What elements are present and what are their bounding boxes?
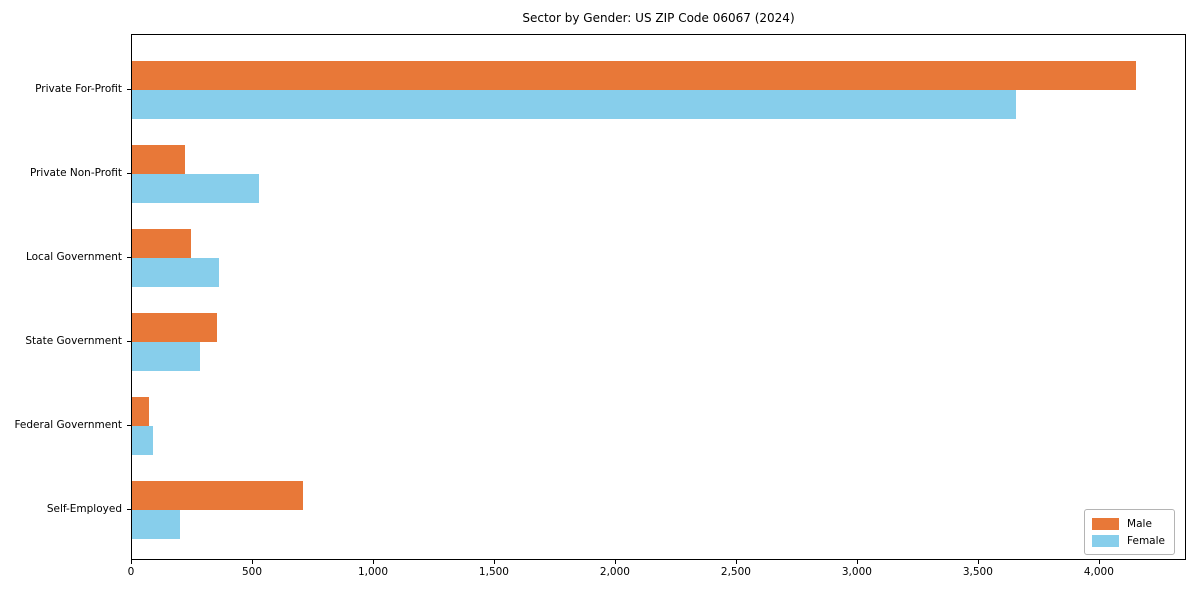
legend-label-male: Male: [1127, 517, 1152, 530]
xtick-label-2000: 2,000: [599, 566, 630, 578]
xtick-mark: [493, 560, 495, 564]
bar-female-self-employed: [132, 510, 180, 539]
xtick-mark: [614, 560, 616, 564]
xtick-mark: [735, 560, 737, 564]
xtick-label-2500: 2,500: [720, 566, 751, 578]
legend: Male Female: [1084, 509, 1175, 555]
bar-male-private-for-profit: [132, 61, 1136, 90]
xtick-label-3000: 3,000: [841, 566, 872, 578]
ytick-label-private-for-profit: Private For-Profit: [35, 83, 122, 95]
bar-male-private-non-profit: [132, 145, 185, 174]
legend-swatch-female: [1092, 534, 1120, 547]
xtick-mark: [251, 560, 253, 564]
ytick-mark: [127, 257, 131, 258]
bar-female-private-non-profit: [132, 174, 259, 203]
bar-female-state-government: [132, 342, 200, 371]
bar-male-state-government: [132, 313, 217, 342]
xtick-mark: [856, 560, 858, 564]
xtick-mark: [1098, 560, 1100, 564]
xtick-label-1000: 1,000: [357, 566, 388, 578]
plot-area: Male Female: [131, 34, 1186, 560]
ytick-mark: [127, 425, 131, 426]
xtick-mark: [977, 560, 979, 564]
legend-swatch-male: [1092, 517, 1120, 530]
bar-male-federal-government: [132, 397, 149, 426]
legend-entry-female: Female: [1092, 532, 1165, 549]
xtick-label-3500: 3,500: [962, 566, 993, 578]
bar-female-private-for-profit: [132, 90, 1016, 119]
chart-title: Sector by Gender: US ZIP Code 06067 (202…: [522, 11, 795, 25]
ytick-label-private-non-profit: Private Non-Profit: [29, 167, 122, 179]
legend-entry-male: Male: [1092, 515, 1165, 532]
ytick-mark: [127, 509, 131, 510]
ytick-label-federal-government: Federal Government: [14, 419, 122, 431]
ytick-label-local-government: Local Government: [25, 251, 122, 263]
legend-label-female: Female: [1127, 534, 1165, 547]
bar-male-self-employed: [132, 481, 303, 510]
ytick-mark: [127, 89, 131, 90]
ytick-label-state-government: State Government: [25, 335, 122, 347]
xtick-label-0: 0: [127, 566, 135, 578]
xtick-label-500: 500: [241, 566, 263, 578]
xtick-label-4000: 4,000: [1083, 566, 1114, 578]
xtick-mark: [131, 560, 132, 564]
bar-female-federal-government: [132, 426, 153, 455]
bar-female-local-government: [132, 258, 219, 287]
xtick-mark: [372, 560, 374, 564]
xtick-label-1500: 1,500: [478, 566, 509, 578]
bar-male-local-government: [132, 229, 191, 258]
ytick-mark: [127, 341, 131, 342]
ytick-label-self-employed: Self-Employed: [46, 503, 122, 515]
ytick-mark: [127, 173, 131, 174]
